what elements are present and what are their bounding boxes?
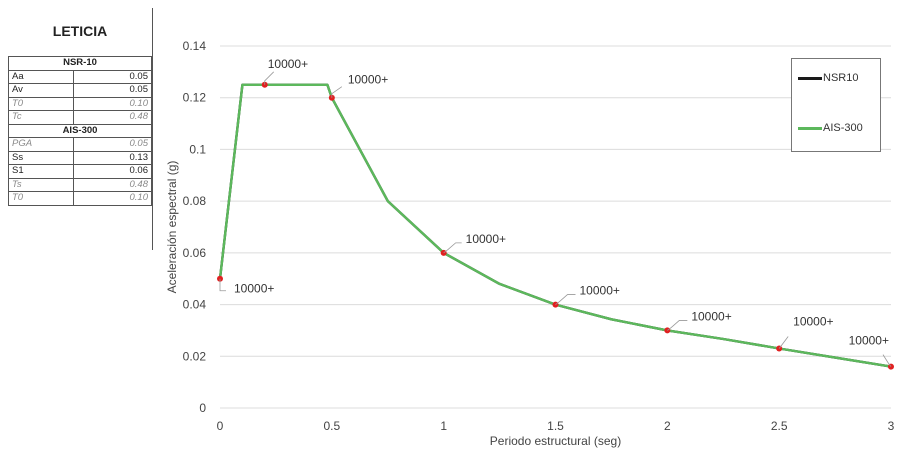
table-row: PGA 0.05 [8, 137, 152, 152]
parameter-panel: LETICIA NSR-10 Aa 0.05 Av 0.05 T0 0.10 Tc 0.48 AI… [0, 0, 155, 250]
legend-swatch-nsr10 [798, 77, 822, 80]
x-axis-title: Periodo estructural (seg) [490, 434, 621, 448]
label-leader-line [264, 71, 275, 85]
y-tick-label: 0.06 [183, 246, 207, 260]
x-tick-label: 3 [888, 419, 895, 433]
label-leader-line [443, 242, 462, 254]
legend-label-ais300: AIS-300 [823, 122, 863, 134]
table-row: T0 0.10 [8, 191, 152, 206]
x-tick-label: 1 [440, 419, 447, 433]
y-tick-label: 0.1 [189, 142, 206, 156]
data-point-label: 10000+ [466, 232, 506, 246]
label-leader-line [882, 354, 892, 367]
table-row: S1 0.06 [8, 164, 152, 179]
data-point-label: 10000+ [348, 73, 388, 87]
table-row: T0 0.10 [8, 96, 152, 111]
data-labels: 10000+ 10000+ 10000+ 10000+ 10000+ 10000+ 1000… [219, 57, 892, 367]
data-point-label: 10000+ [268, 57, 308, 71]
data-point-label: 10000+ [849, 334, 889, 348]
label-leader-line [667, 320, 688, 331]
x-tick-label: 1.5 [547, 419, 564, 433]
section-label: AIS-300 [8, 123, 152, 138]
panel-divider [152, 8, 153, 250]
y-tick-label: 0 [199, 401, 206, 415]
location-title: LETICIA [52, 23, 108, 39]
label-leader-line [555, 294, 576, 305]
table-section-row: NSR-10 [8, 56, 152, 71]
y-tick-label: 0.02 [183, 349, 207, 363]
section-label: NSR-10 [8, 56, 152, 71]
y-axis-title: Aceleración espectral (g) [165, 161, 179, 294]
label-leader-line [778, 336, 789, 349]
x-tick-label: 2.5 [771, 419, 788, 433]
param-value: 0.05 [73, 137, 152, 152]
x-tick-label: 0 [217, 419, 224, 433]
label-leader-line [331, 86, 343, 98]
x-tick-label: 0.5 [323, 419, 340, 433]
legend-item-ais300: AIS-300 [792, 121, 880, 135]
x-tick-label: 2 [664, 419, 671, 433]
legend-swatch-ais300 [798, 127, 822, 130]
chart-legend: NSR10 AIS-300 [791, 58, 881, 152]
table-row: Ts 0.48 [8, 177, 152, 192]
label-leader-line [219, 278, 226, 292]
table-row: Aa 0.05 [8, 69, 152, 84]
param-value: 0.10 [73, 191, 152, 206]
legend-label-nsr10: NSR10 [823, 72, 859, 84]
data-point-label: 10000+ [691, 309, 731, 323]
data-point-label: 10000+ [580, 284, 620, 298]
y-tick-label: 0.04 [183, 298, 207, 312]
parameter-table: NSR-10 Aa 0.05 Av 0.05 T0 0.10 Tc 0.48 AIS-300 PGA… [8, 56, 152, 206]
y-tick-label: 0.14 [183, 39, 207, 53]
table-row: Tc 0.48 [8, 110, 152, 125]
table-section-row: AIS-300 [8, 123, 152, 138]
data-point-label: 10000+ [234, 282, 274, 296]
y-tick-label: 0.12 [183, 91, 207, 105]
axes: 0 0.02 0.04 0.06 0.08 0.1 0.12 0.14 0 0.5 1 1.5 2 2.5… [183, 39, 895, 433]
legend-item-nsr10: NSR10 [792, 71, 880, 85]
data-point-label: 10000+ [793, 315, 833, 329]
y-tick-label: 0.08 [183, 194, 207, 208]
